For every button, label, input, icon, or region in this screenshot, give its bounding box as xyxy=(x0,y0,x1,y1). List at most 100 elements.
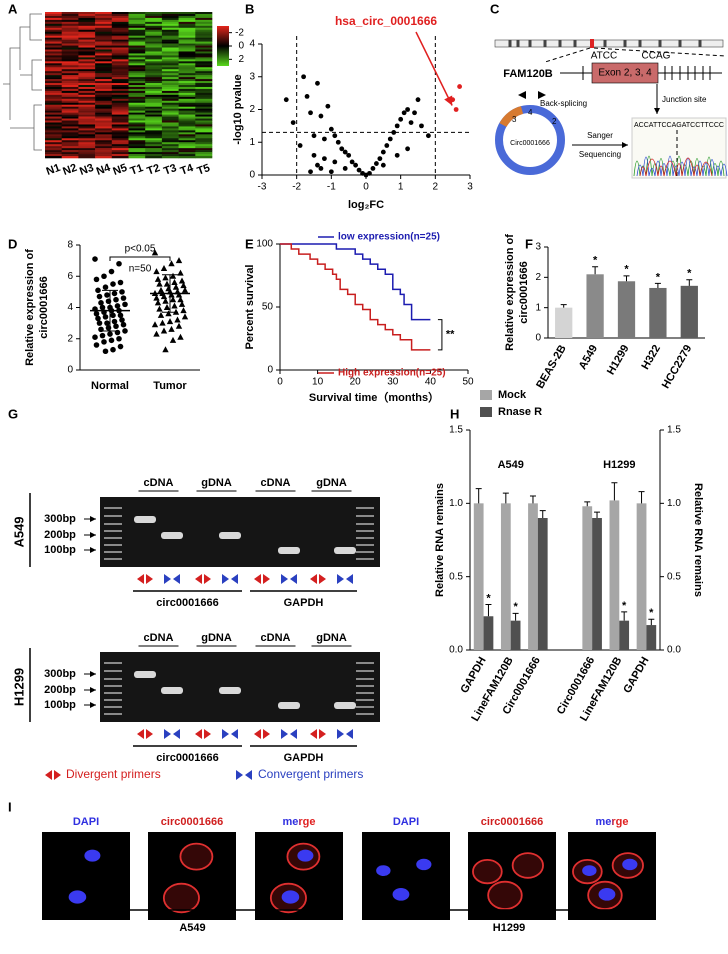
heatmap-cell xyxy=(45,140,62,143)
primer-mark xyxy=(137,574,144,584)
point xyxy=(457,84,462,89)
heatmap-cell xyxy=(45,110,62,113)
heatmap-cell xyxy=(128,136,146,139)
heatmap-cell xyxy=(178,148,196,151)
heatmap-cell xyxy=(145,12,163,15)
heatmap-cell xyxy=(128,65,146,68)
heatmap-cell xyxy=(95,59,113,62)
heatmap-cell xyxy=(178,94,196,98)
point xyxy=(117,312,124,319)
heatmap-cell xyxy=(111,51,129,54)
y-tick-label: 3 xyxy=(249,71,255,82)
heatmap-cell xyxy=(78,15,96,19)
heatmap-cell xyxy=(178,15,196,19)
heatmap-cell xyxy=(111,35,129,38)
error-bar xyxy=(611,482,618,501)
exon3-arc xyxy=(499,106,524,128)
point xyxy=(180,282,187,289)
heatmap-cell xyxy=(61,13,79,17)
heatmap-cell xyxy=(145,65,163,68)
heatmap-cell xyxy=(161,31,179,35)
heatmap-cell xyxy=(145,104,163,108)
heatmap-cell xyxy=(161,85,179,88)
lane-label: gDNA xyxy=(316,477,347,489)
heatmap-cell xyxy=(178,92,196,96)
heatmap-cell xyxy=(61,96,79,100)
heatmap-cell xyxy=(161,156,179,159)
point xyxy=(175,291,183,298)
point xyxy=(96,293,103,300)
heatmap-cell xyxy=(78,116,96,119)
heatmap-cell xyxy=(111,110,129,113)
primer-mark xyxy=(245,770,252,780)
heatmap-cell xyxy=(111,116,129,119)
heatmap-cell xyxy=(161,71,179,74)
column-label: N2 xyxy=(61,162,78,178)
heatmap-cell xyxy=(45,53,62,56)
survival-curve xyxy=(280,243,431,321)
ladder-band xyxy=(356,706,374,708)
heatmap-cell xyxy=(111,69,129,72)
heatmap-cell xyxy=(161,33,179,36)
circ-ring xyxy=(495,105,565,175)
point xyxy=(92,256,98,262)
heatmap-cell xyxy=(178,122,196,125)
heatmap-cell xyxy=(61,98,79,102)
channel-label: DAPI xyxy=(393,816,419,828)
heatmap-cell xyxy=(111,25,129,29)
heatmap-cell xyxy=(61,71,79,74)
heatmap-cell xyxy=(45,73,62,76)
heatmap-cell xyxy=(178,77,196,80)
heatmap-cell xyxy=(111,146,129,149)
heatmap-cell xyxy=(161,73,179,76)
heatmap-cell xyxy=(61,112,79,115)
heatmap-cell xyxy=(178,67,196,70)
heatmap-cell xyxy=(95,21,113,25)
zoom-lines xyxy=(544,47,726,63)
heatmap-cell xyxy=(78,49,96,52)
colorbar-label: 0 xyxy=(238,41,244,52)
heatmap-cell xyxy=(145,114,163,117)
heatmap-cell xyxy=(45,79,62,82)
heatmap-cell xyxy=(195,122,213,125)
heatmap-cell xyxy=(161,146,179,149)
heatmap-cell xyxy=(111,98,129,102)
primer-mark xyxy=(281,729,288,739)
heatmap-cell xyxy=(45,128,62,131)
heatmap-cell xyxy=(61,47,79,50)
sequence-right: CCAG xyxy=(642,51,671,62)
heatmap-cell xyxy=(128,69,146,72)
heatmap-cell xyxy=(61,94,79,98)
point xyxy=(117,279,124,286)
point xyxy=(159,319,166,326)
colorbar-label: -2 xyxy=(235,27,244,38)
primer-mark xyxy=(319,574,326,584)
heatmap-cell xyxy=(195,88,213,92)
heatmap-cell xyxy=(145,142,163,145)
heatmap-cell xyxy=(161,59,179,62)
heatmap-cell xyxy=(45,126,62,129)
heatmap-cell xyxy=(128,73,146,76)
nucleus xyxy=(416,858,432,871)
y-tick-label: 2 xyxy=(67,333,73,344)
heatmap-cell xyxy=(45,27,62,31)
error-bar xyxy=(686,279,693,286)
heatmap-cell xyxy=(128,104,146,108)
y-tick-label: 1.0 xyxy=(449,498,463,509)
legend-label: low expression(n=25) xyxy=(338,232,440,243)
heatmap-cell xyxy=(45,55,62,58)
heatmap-cell xyxy=(111,45,129,48)
heatmap-cell xyxy=(78,19,96,23)
point xyxy=(157,311,165,318)
point xyxy=(113,296,119,303)
point xyxy=(181,313,189,320)
heatmap-cell xyxy=(45,85,62,88)
heatmap-cell xyxy=(161,100,179,104)
heatmap-cell xyxy=(78,23,96,27)
exon-ticks xyxy=(582,66,711,80)
heatmap-cell xyxy=(161,150,179,153)
heatmap-cell xyxy=(128,67,146,70)
column-label: T4 xyxy=(179,162,196,178)
lane-label: gDNA xyxy=(316,632,347,644)
point xyxy=(95,315,101,322)
